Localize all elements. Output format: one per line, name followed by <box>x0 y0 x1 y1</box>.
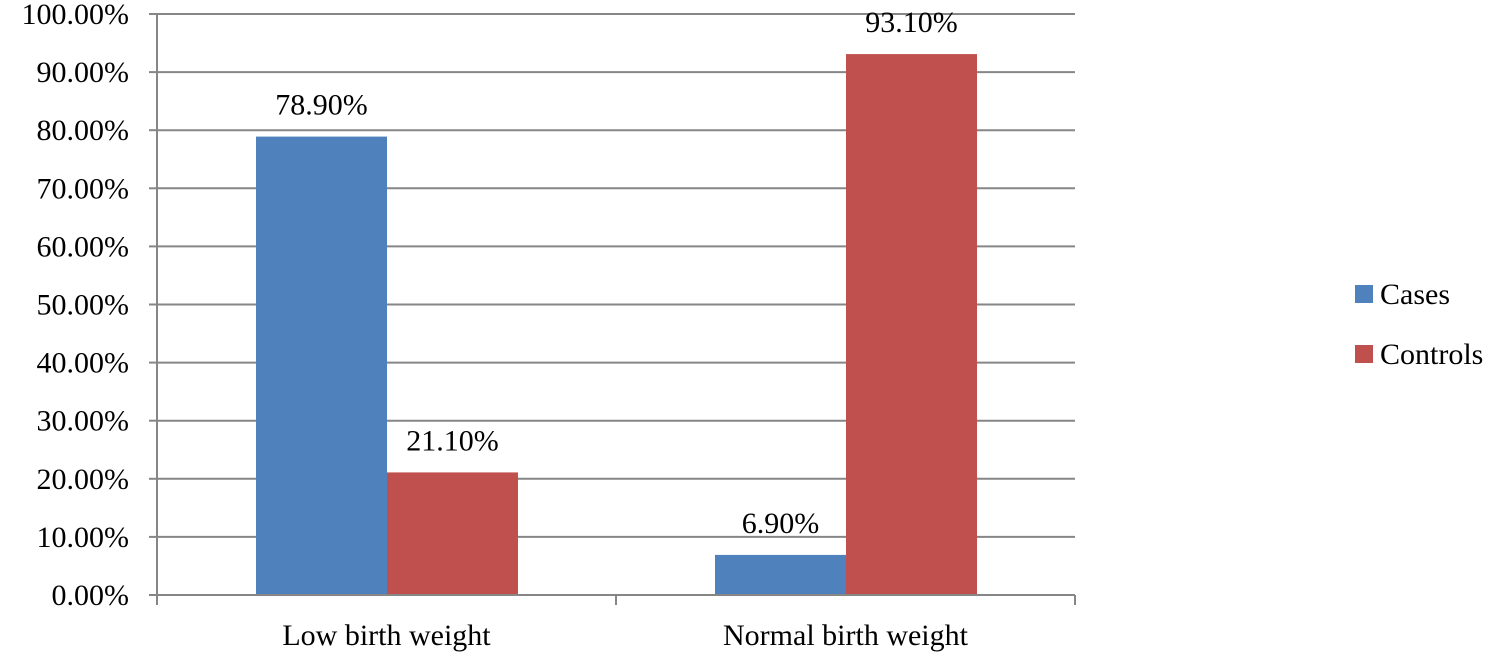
y-tick-label: 10.00% <box>37 521 130 554</box>
y-tick-label: 20.00% <box>37 463 130 496</box>
legend-swatch-cases <box>1355 285 1373 303</box>
x-category-label: Normal birth weight <box>723 619 969 652</box>
y-tick-label: 0.00% <box>52 579 130 612</box>
bar-cases-2 <box>715 554 846 595</box>
labels: 0.00% 10.00% 20.00% 30.00% 40.00% 50.00% 60.00… <box>22 0 969 652</box>
legend-swatch-controls <box>1355 345 1373 363</box>
y-tick-label: 100.00% <box>22 0 130 31</box>
legend: Cases Controls <box>1355 278 1483 371</box>
y-tick-label: 70.00% <box>37 172 130 205</box>
data-label: 6.90% <box>742 507 820 540</box>
y-tick-label: 40.00% <box>37 347 130 380</box>
data-label: 93.10% <box>865 6 958 39</box>
bar-controls-2 <box>846 54 977 596</box>
axes <box>149 13 1076 605</box>
y-tick-label: 50.00% <box>37 289 130 322</box>
x-category-label: Low birth weight <box>282 619 491 652</box>
y-tick-label: 60.00% <box>37 230 130 263</box>
data-label: 78.90% <box>275 89 368 122</box>
y-tick-label: 90.00% <box>37 56 130 89</box>
y-tick-label: 80.00% <box>37 114 130 147</box>
bars <box>256 54 977 596</box>
legend-label-cases: Cases <box>1380 278 1450 311</box>
y-tick-label: 30.00% <box>37 405 130 438</box>
data-label: 21.10% <box>406 424 499 457</box>
legend-label-controls: Controls <box>1380 338 1483 371</box>
bar-cases-1 <box>256 136 387 595</box>
bar-controls-1 <box>387 472 518 595</box>
